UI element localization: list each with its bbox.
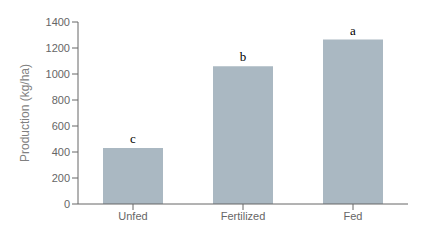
svg-text:1200: 1200 [46, 42, 70, 54]
svg-text:Unfed: Unfed [118, 210, 147, 222]
svg-text:Fertilized: Fertilized [221, 210, 266, 222]
svg-text:600: 600 [52, 120, 70, 132]
svg-text:1000: 1000 [46, 68, 70, 80]
svg-text:c: c [130, 131, 136, 146]
svg-text:1400: 1400 [46, 16, 70, 28]
svg-text:a: a [350, 23, 356, 38]
svg-text:800: 800 [52, 94, 70, 106]
svg-text:200: 200 [52, 172, 70, 184]
svg-text:0: 0 [64, 198, 70, 210]
svg-text:Production (kg/ha): Production (kg/ha) [18, 64, 32, 162]
svg-text:b: b [240, 49, 247, 64]
svg-text:Fed: Fed [344, 210, 363, 222]
svg-text:400: 400 [52, 146, 70, 158]
